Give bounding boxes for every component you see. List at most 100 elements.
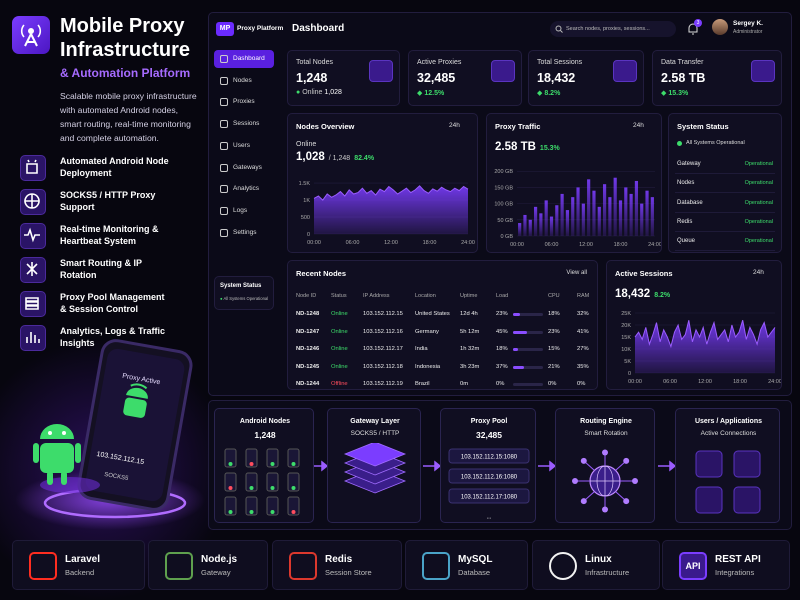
table-cell: 0%: [577, 381, 586, 387]
bar: [629, 193, 633, 236]
ip-pill: [448, 488, 530, 504]
box-illustration: [695, 450, 761, 514]
route-node: [572, 478, 578, 484]
feature-icon: [20, 291, 46, 317]
glyph: [26, 262, 38, 276]
range-select[interactable]: 24h: [753, 269, 764, 276]
tech-icon: [289, 552, 317, 580]
sidebar-status-label: All Systems Operational: [223, 296, 269, 301]
menu-item[interactable]: Analytics: [214, 180, 274, 198]
menu-item[interactable]: Nodes: [214, 72, 274, 90]
table-cell: ND-1245: [296, 363, 320, 370]
tech-name: REST API: [715, 554, 761, 565]
table-cell: 21%: [548, 363, 560, 370]
active-sessions: Active Sessions 24h 18,432 8.2% 0 5K 10K 15K 20K…: [606, 260, 782, 390]
system-status: System Status All Systems Operational Gate…: [668, 113, 782, 253]
y-tick-label: 0 GB: [500, 234, 513, 240]
tech-name: Linux: [585, 554, 612, 565]
y-tick-label: 20K: [621, 323, 631, 329]
device-status: [228, 510, 233, 514]
table-cell: 1h 32m: [460, 346, 480, 352]
route-node: [602, 449, 608, 456]
tech-card: Node.js Gateway: [148, 540, 268, 590]
stat-label: Active Proxies: [417, 59, 462, 66]
bar: [544, 200, 548, 236]
feature-glyph: [26, 262, 38, 276]
hero-subtitle: & Automation Platform: [60, 66, 191, 80]
proxy_traffic-chart: 0 GB 50 GB 100 GB 150 GB 200 GB 00:00 06:00 12:…: [494, 169, 661, 248]
table-cell: 41%: [577, 328, 589, 335]
value-value: 18,432: [615, 288, 651, 300]
box-subtitle: 1,248: [254, 430, 276, 440]
bar: [560, 193, 564, 236]
table-cell: 27%: [577, 346, 589, 352]
device-status: [291, 462, 296, 466]
stat-label: Total Sessions: [537, 59, 583, 66]
menu-label: Sessions: [233, 120, 260, 128]
stat-value: 2.58 TB: [661, 71, 706, 85]
avatar[interactable]: [712, 19, 728, 35]
note-value: 1,028: [324, 89, 342, 96]
column-header: Status: [331, 293, 347, 299]
menu-item[interactable]: Dashboard: [214, 50, 274, 68]
table-cell: Online: [331, 311, 348, 317]
table-cell: 103.152.112.19: [363, 381, 403, 387]
table-cell: 23%: [548, 328, 560, 335]
value-row: 2.58 TB 15.3%: [495, 141, 564, 153]
stat-card: Total Nodes 1,248 ● Online 1,028: [287, 50, 400, 106]
menu-item[interactable]: Proxies: [214, 93, 274, 111]
menu-item[interactable]: Sessions: [214, 115, 274, 133]
bar: [518, 223, 522, 236]
view-all[interactable]: View all: [566, 270, 587, 276]
active_sessions-chart: 0 5K 10K 15K 20K 25K 00:00 06:00 12:00 18:00 24:00: [621, 311, 781, 385]
line: [634, 320, 776, 349]
menu-icon: [220, 228, 228, 237]
menu-label: Dashboard: [233, 55, 265, 62]
feature-glyph: [26, 159, 38, 174]
area-fill: [635, 320, 775, 373]
bell-icon[interactable]: [686, 22, 700, 36]
stat-icon: [491, 60, 515, 82]
service-status: Operational: [744, 199, 773, 206]
range-select[interactable]: 24h: [449, 122, 460, 129]
logo-icon: [12, 16, 50, 54]
architecture-box: Proxy Pool 32,485 103.152.112.15:1080 103.1…: [440, 408, 536, 523]
device: [245, 472, 258, 492]
range-select[interactable]: 24h: [633, 122, 644, 129]
menu-item[interactable]: Gateways: [214, 159, 274, 177]
nodes_overview-chart: 0 500 1K 1.5K 00:00 06:00 12:00 18:00 24:00: [299, 181, 475, 246]
menu-item[interactable]: Users: [214, 137, 274, 155]
menu-item[interactable]: Logs: [214, 202, 274, 220]
x-tick-label: 00:00: [307, 240, 321, 246]
table-cell: 103.152.112.15: [363, 311, 403, 317]
tech-card: MySQL Database: [405, 540, 528, 590]
menu-item[interactable]: Settings: [214, 224, 274, 242]
bar: [640, 203, 644, 236]
y-tick-label: 50 GB: [497, 218, 513, 224]
feature-icon: [20, 189, 46, 215]
x-tick-label: 12:00: [384, 240, 398, 246]
device: [287, 496, 300, 516]
feature-icon: [20, 257, 46, 283]
line: [313, 185, 469, 201]
x-tick-label: 12:00: [698, 379, 712, 385]
service-name: Redis: [677, 218, 693, 225]
column-header: CPU: [548, 293, 560, 299]
ip-pill: [448, 448, 530, 464]
search-box[interactable]: Search nodes, proxies, sessions...: [550, 21, 676, 37]
device-status: [228, 462, 233, 466]
feature-glyph: [24, 227, 40, 243]
stat-icon: [369, 60, 393, 82]
x-tick-label: 18:00: [614, 242, 628, 248]
route-node: [623, 457, 630, 464]
tech-name: MySQL: [458, 554, 493, 565]
stat-value: 1,248: [296, 71, 328, 85]
stat-change: 12.5%: [424, 90, 445, 97]
ip-item: 103.152.112.16:1080: [461, 475, 518, 481]
feature-text: Smart Routing & IP Rotation: [60, 258, 142, 280]
status-dot: ●: [220, 296, 223, 301]
load-label: 45%: [496, 328, 508, 335]
device-status: [270, 486, 275, 490]
box-subtitle: Active Connections: [700, 430, 757, 437]
load-track: [513, 348, 543, 351]
